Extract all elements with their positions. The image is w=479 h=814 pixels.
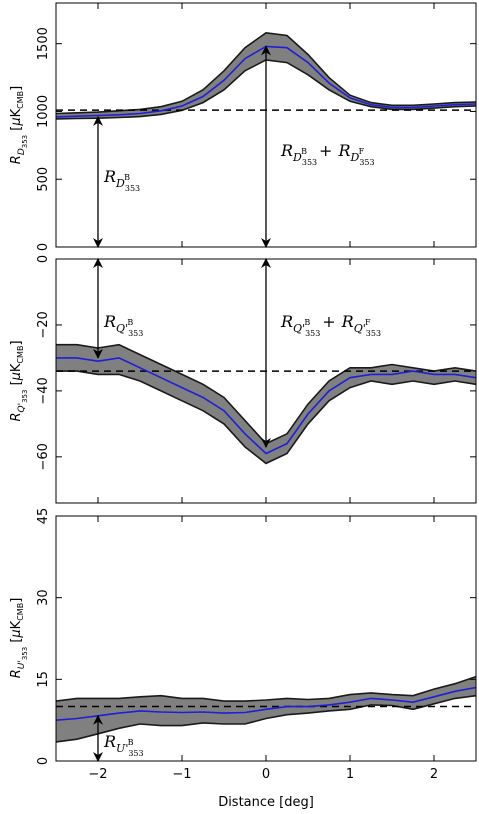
mean-line xyxy=(55,686,477,721)
x-axis-label: Distance [deg] xyxy=(218,795,314,810)
x-tick-label: −1 xyxy=(172,767,191,782)
y-tick-label: 0 xyxy=(36,243,51,251)
y-axis-label: RD353 [μKCMB] xyxy=(9,86,29,164)
upper-bound-line xyxy=(55,31,477,115)
x-tick-label: 0 xyxy=(262,767,270,782)
y-tick-label: 45 xyxy=(36,508,51,525)
x-tick-label: 2 xyxy=(430,767,438,782)
upper-bound-line xyxy=(55,675,477,702)
panel-middle: −60 −40 −20 0 RQ'353 [μKCMB] RQ'353B RQ'353… xyxy=(9,255,477,504)
mean-line xyxy=(56,357,477,455)
y-tick-label: 500 xyxy=(36,167,51,192)
y-tick-label: −40 xyxy=(36,377,51,404)
annotation-total: RQ'353B + RQ'353F xyxy=(280,312,381,338)
x-tick-label: 1 xyxy=(346,767,354,782)
lower-bound-line xyxy=(55,694,477,743)
y-tick-label: 1500 xyxy=(36,27,51,60)
y-axis-label: RQ'353 [μKCMB] xyxy=(9,340,29,421)
y-tick-label: 1000 xyxy=(36,95,51,128)
y-tick-label: 15 xyxy=(36,671,51,688)
annotation-total: RD353B + RD353F xyxy=(280,141,375,167)
annotation-background: RD353B xyxy=(103,167,140,193)
y-tick-label: 30 xyxy=(36,589,51,606)
panel-top: 0 500 1000 1500 RD353 [μKCMB] RD353B RD353B… xyxy=(9,2,477,251)
y-axis-label: RU'353 [μKCMB] xyxy=(9,598,29,679)
panel-bottom: −2 −1 0 1 2 0 15 30 45 RU'353 [μKCMB] RU'353B xyxy=(9,508,477,782)
y-tick-label: 0 xyxy=(36,757,51,765)
y-tick-label: −20 xyxy=(36,311,51,338)
annotation-background: RU'353B xyxy=(103,732,144,758)
annotation-background: RQ'353B xyxy=(103,312,143,338)
x-tick-label: −2 xyxy=(88,767,107,782)
y-tick-label: 0 xyxy=(36,255,51,263)
y-tick-label: −60 xyxy=(36,443,51,470)
lower-bound-line xyxy=(56,370,477,465)
